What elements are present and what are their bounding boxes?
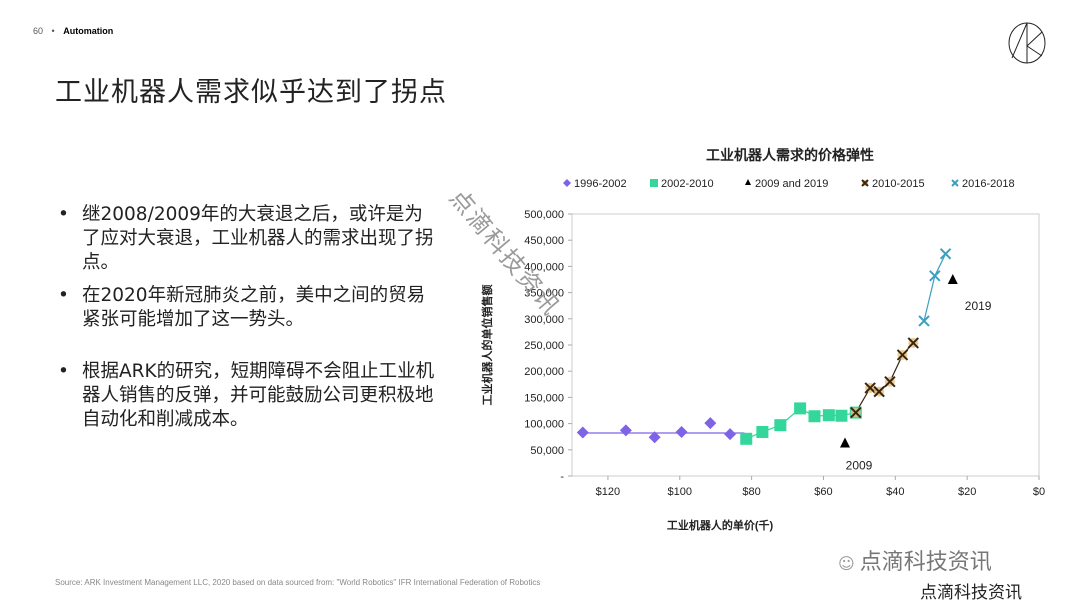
page-number: 60 [33,26,44,36]
data-point-square [835,409,848,422]
legend-label: 2009 and 2019 [755,178,828,190]
data-point-x [929,270,941,282]
data-point-x-stroke [918,315,930,327]
data-point-x [864,382,876,394]
bullet-item: 在2020年新冠肺炎之前，美中之间的贸易紧张可能增加了这一势头。 [58,284,438,332]
wechat-icon: ☺ [838,554,860,573]
data-point-x [873,385,885,398]
data-point-square [756,425,769,438]
x-tick-label: $40 [886,486,904,498]
chart-legend: 1996-2002 2002-2010 2009 and 2019 2010-2015… [563,178,1015,190]
data-point-x [861,179,869,187]
data-point-diamond [648,431,661,444]
y-tick-label: 50,000 [530,445,564,457]
x-tick-label: $120 [596,486,620,498]
separator: • [51,26,55,36]
text-watermark: 点滴科技资讯 [920,583,1022,603]
plot-area [571,213,1040,477]
ark-logo-icon [1008,22,1046,64]
bullet-item: 根据ARK的研究，短期障碍不会阻止工业机器人销售的反弹，并可能鼓励公司更积极地自… [58,360,438,432]
data-point-diamond [576,426,589,439]
page-header: 60 • Automation [33,26,113,36]
legend-label: 1996-2002 [574,178,627,190]
x-tick-label: $0 [1033,486,1045,498]
y-tick-label: 400,000 [524,261,564,273]
y-tick-label: 150,000 [524,392,564,404]
y-tick-label: 250,000 [524,340,564,352]
data-point-x-stroke [896,349,909,361]
data-point-diamond [563,179,571,187]
data-point-triangle [745,179,751,185]
y-tick-label: 300,000 [524,314,564,326]
data-point-x-stroke [864,382,876,394]
x-tick-label: $100 [668,486,692,498]
data-point-x-stroke [929,270,941,282]
data-point-x-stroke [850,406,862,419]
data-point-square [808,410,821,423]
y-tick-label: 500,000 [524,209,564,221]
y-axis-title: 工业机器人的单位销售额 [480,285,494,406]
y-tick-label: 100,000 [524,419,564,431]
wechat-watermark: ☺ 点滴科技资讯 [838,544,992,576]
data-point-x-stroke [861,179,869,187]
data-point-x [896,349,909,361]
data-point-x-stroke [951,179,959,187]
point-label: 2019 [965,299,992,313]
data-point-triangle [947,274,958,285]
y-tick-label: 450,000 [524,235,564,247]
x-tick-label: $20 [958,486,976,498]
data-point-square [794,402,807,415]
x-axis-title: 工业机器人的单价(千) [667,518,774,532]
legend-label: 2010-2015 [872,178,925,190]
data-point-x-stroke [873,385,885,398]
y-tick-label: 350,000 [524,288,564,300]
data-point-x [939,248,952,260]
legend-label: 2002-2010 [661,178,714,190]
series-line [923,253,947,322]
x-tick-label: $60 [814,486,832,498]
bullet-item: 继2008/2009年的大衰退之后，或许是为了应对大衰退，工业机器人的需求出现了… [58,203,438,275]
data-point-diamond [704,417,717,430]
y-tick-label: 200,000 [524,366,564,378]
data-point-x-stroke [884,375,896,388]
data-point-triangle [840,437,851,448]
data-point-diamond [724,428,737,441]
data-point-square [822,409,835,422]
wechat-watermark-text: 点滴科技资讯 [859,550,992,575]
data-point-square [650,179,658,187]
data-point-x [951,179,959,187]
data-point-x [918,315,930,327]
data-point-diamond [675,425,688,438]
data-point-x [907,337,919,349]
data-point-square [740,432,753,445]
y-tick-label: - [560,471,564,483]
data-point-x-stroke [907,337,919,349]
page-title: 工业机器人需求似乎达到了拐点 [55,77,447,108]
data-point-x-stroke [939,248,952,260]
data-point-x [850,406,862,419]
point-label: 2009 [846,459,873,473]
data-point-x [884,375,896,388]
section-name: Automation [63,26,114,36]
x-tick-label: $80 [742,486,760,498]
legend-label: 2016-2018 [962,178,1015,190]
data-point-square [774,419,787,432]
data-point-diamond [619,424,632,437]
bullet-list: 继2008/2009年的大衰退之后，或许是为了应对大衰退，工业机器人的需求出现了… [58,203,438,441]
source-note: Source: ARK Investment Management LLC, 2… [55,578,541,587]
chart-title: 工业机器人需求的价格弹性 [706,147,874,163]
